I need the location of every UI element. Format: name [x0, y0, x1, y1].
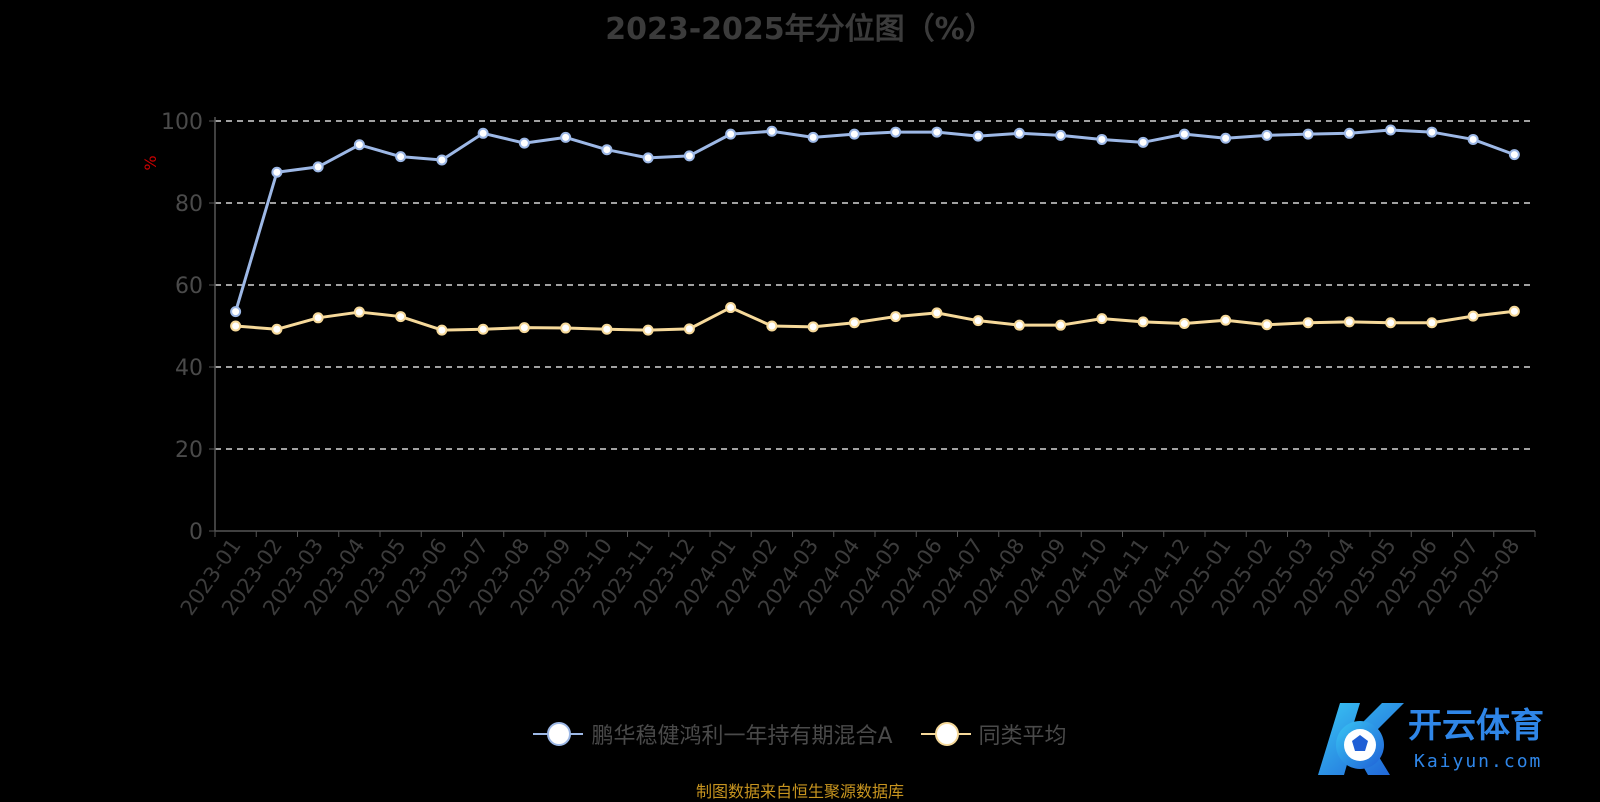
data-point — [972, 315, 984, 327]
data-point — [353, 306, 365, 318]
data-point — [725, 128, 737, 140]
data-point — [601, 323, 613, 335]
data-point — [1261, 129, 1273, 141]
data-point — [312, 312, 324, 324]
kaiyun-logo: 开云体育 Kaiyun.com — [1318, 703, 1544, 775]
legend-marker-average — [920, 722, 971, 746]
svg-text:开云体育: 开云体育 — [1408, 706, 1544, 746]
data-point — [1137, 136, 1149, 148]
legend-label-average: 同类平均 — [978, 724, 1067, 749]
data-point — [477, 323, 489, 335]
data-point — [436, 154, 448, 166]
data-point — [395, 151, 407, 163]
data-point — [477, 127, 489, 139]
data-point — [312, 161, 324, 173]
data-point — [1426, 317, 1438, 329]
y-tick-label: 60 — [175, 274, 203, 299]
data-point — [560, 322, 572, 334]
data-point — [1096, 313, 1108, 325]
data-point — [972, 130, 984, 142]
data-point — [1426, 126, 1438, 138]
data-point — [1343, 316, 1355, 328]
axis-layer: 0204060801002023-012023-022023-032023-04… — [161, 110, 1536, 620]
data-point — [1055, 129, 1067, 141]
data-point — [642, 324, 654, 336]
y-tick-label: 100 — [161, 110, 203, 135]
y-tick-label: 0 — [189, 520, 203, 545]
data-point — [931, 307, 943, 319]
data-point — [725, 302, 737, 314]
data-point — [395, 311, 407, 323]
data-point — [766, 125, 778, 137]
data-point — [1385, 124, 1397, 136]
data-point — [601, 144, 613, 156]
series-layer — [230, 124, 1520, 336]
data-point — [1013, 319, 1025, 331]
svg-text:Kaiyun.com: Kaiyun.com — [1414, 751, 1542, 772]
data-point — [766, 320, 778, 332]
data-point — [1013, 127, 1025, 139]
data-point — [271, 166, 283, 178]
data-point — [518, 322, 530, 334]
data-point — [1343, 127, 1355, 139]
line-chart: 0204060801002023-012023-022023-032023-04… — [141, 110, 1536, 620]
legend-item-average[interactable]: 同类平均 — [920, 718, 1067, 750]
data-point — [1467, 133, 1479, 145]
data-point — [1178, 128, 1190, 140]
series-line — [234, 128, 1515, 313]
legend: 鹏华稳健鸿利一年持有期混合A 同类平均 — [0, 718, 1600, 750]
data-point — [1220, 132, 1232, 144]
data-point — [353, 139, 365, 151]
data-point — [1055, 319, 1067, 331]
data-point — [1261, 319, 1273, 331]
data-point — [230, 320, 242, 332]
y-tick-label: 80 — [175, 192, 203, 217]
legend-label-fund: 鹏华稳健鸿利一年持有期混合A — [591, 724, 893, 749]
data-point — [1302, 317, 1314, 329]
data-point — [518, 137, 530, 149]
data-point — [1096, 133, 1108, 145]
legend-marker-fund — [533, 722, 584, 746]
data-point — [848, 317, 860, 329]
source-note: 制图数据来自恒生聚源数据库 — [695, 782, 904, 801]
data-point — [890, 126, 902, 138]
series-line — [235, 306, 1515, 332]
data-point — [1302, 128, 1314, 140]
data-point — [1178, 318, 1190, 330]
data-point — [807, 321, 819, 333]
data-point — [890, 311, 902, 323]
y-tick-label: 20 — [175, 438, 203, 463]
data-point — [1467, 310, 1479, 322]
data-point — [271, 323, 283, 335]
y-axis-unit-label: % — [141, 155, 160, 170]
legend-item-fund[interactable]: 鹏华稳健鸿利一年持有期混合A — [533, 718, 893, 750]
data-point — [1137, 316, 1149, 328]
y-tick-label: 40 — [175, 356, 203, 381]
data-point — [230, 306, 242, 318]
data-point — [560, 131, 572, 143]
data-point — [1508, 149, 1520, 161]
data-point — [807, 131, 819, 143]
data-point — [436, 324, 448, 336]
data-point — [1385, 317, 1397, 329]
data-point — [642, 152, 654, 164]
chart-title: 2023-2025年分位图（%） — [605, 12, 995, 47]
data-point — [848, 128, 860, 140]
data-point — [1508, 305, 1520, 317]
data-point — [683, 323, 695, 335]
grid-layer — [215, 120, 1535, 450]
data-point — [1220, 314, 1232, 326]
data-point — [683, 150, 695, 162]
data-point — [931, 126, 943, 138]
